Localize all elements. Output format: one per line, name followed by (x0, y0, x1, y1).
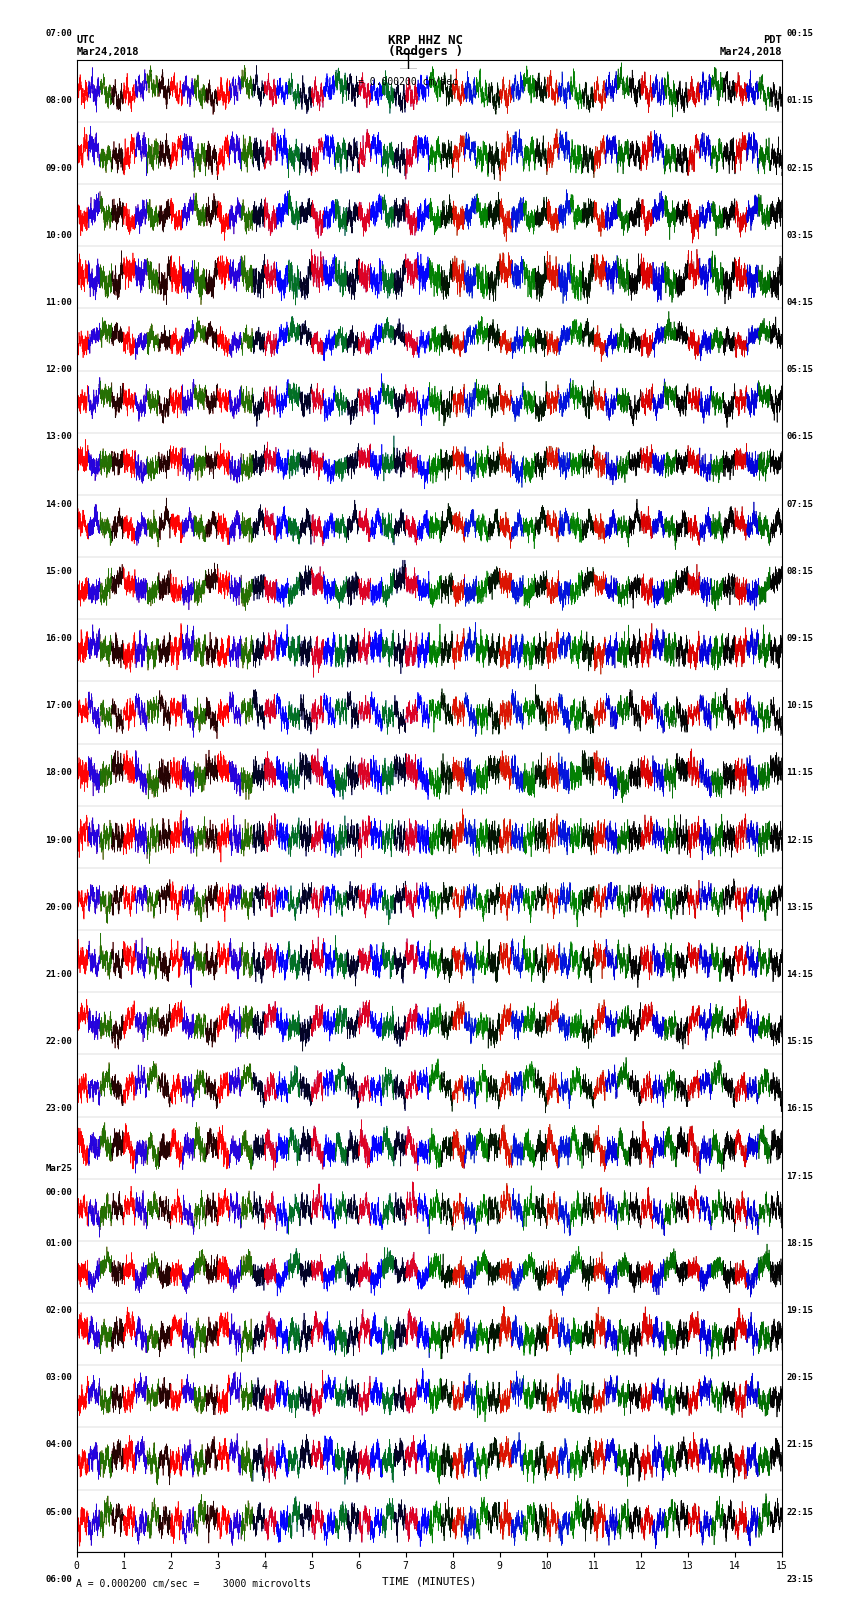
Text: 05:15: 05:15 (786, 365, 813, 374)
Text: 02:00: 02:00 (45, 1307, 72, 1315)
Text: 03:15: 03:15 (786, 231, 813, 240)
Text: (Rodgers ): (Rodgers ) (388, 45, 462, 58)
Text: 19:15: 19:15 (786, 1307, 813, 1315)
Text: 18:15: 18:15 (786, 1239, 813, 1248)
Text: 21:15: 21:15 (786, 1440, 813, 1450)
Text: 13:00: 13:00 (45, 432, 72, 442)
Text: 07:00: 07:00 (45, 29, 72, 39)
Text: 18:00: 18:00 (45, 768, 72, 777)
Text: 17:15: 17:15 (786, 1171, 813, 1181)
Text: 11:00: 11:00 (45, 298, 72, 306)
Text: 09:00: 09:00 (45, 163, 72, 173)
Text: 22:15: 22:15 (786, 1508, 813, 1516)
Text: 11:15: 11:15 (786, 768, 813, 777)
Text: 04:00: 04:00 (45, 1440, 72, 1450)
Text: 04:15: 04:15 (786, 298, 813, 306)
Text: 12:15: 12:15 (786, 836, 813, 845)
Text: 15:15: 15:15 (786, 1037, 813, 1047)
Text: 05:00: 05:00 (45, 1508, 72, 1516)
Text: 06:15: 06:15 (786, 432, 813, 442)
Text: 03:00: 03:00 (45, 1373, 72, 1382)
Text: 16:00: 16:00 (45, 634, 72, 644)
Text: 07:15: 07:15 (786, 500, 813, 508)
Text: PDT: PDT (763, 35, 782, 45)
Text: KRP HHZ NC: KRP HHZ NC (388, 34, 462, 47)
Text: 00:15: 00:15 (786, 29, 813, 39)
Text: 17:00: 17:00 (45, 702, 72, 710)
Text: 21:00: 21:00 (45, 969, 72, 979)
Text: 13:15: 13:15 (786, 903, 813, 911)
Text: Mar24,2018: Mar24,2018 (719, 47, 782, 56)
Text: 19:00: 19:00 (45, 836, 72, 845)
Text: 08:00: 08:00 (45, 97, 72, 105)
Text: 22:00: 22:00 (45, 1037, 72, 1047)
Text: 10:15: 10:15 (786, 702, 813, 710)
Text: A = 0.000200 cm/sec =    3000 microvolts: A = 0.000200 cm/sec = 3000 microvolts (76, 1579, 311, 1589)
Text: 06:00: 06:00 (45, 1574, 72, 1584)
Text: 20:00: 20:00 (45, 903, 72, 911)
Text: 15:00: 15:00 (45, 566, 72, 576)
Text: 02:15: 02:15 (786, 163, 813, 173)
Text: 20:15: 20:15 (786, 1373, 813, 1382)
Text: UTC: UTC (76, 35, 95, 45)
Text: = 0.000200 cm/sec: = 0.000200 cm/sec (358, 77, 458, 87)
Text: Mar25: Mar25 (45, 1163, 72, 1173)
Text: 01:00: 01:00 (45, 1239, 72, 1248)
Text: 23:00: 23:00 (45, 1105, 72, 1113)
Text: 16:15: 16:15 (786, 1105, 813, 1113)
Text: 10:00: 10:00 (45, 231, 72, 240)
Text: Mar24,2018: Mar24,2018 (76, 47, 139, 56)
Text: 09:15: 09:15 (786, 634, 813, 644)
Text: 00:00: 00:00 (45, 1187, 72, 1197)
Text: 08:15: 08:15 (786, 566, 813, 576)
Text: 14:15: 14:15 (786, 969, 813, 979)
Text: 14:00: 14:00 (45, 500, 72, 508)
Text: 23:15: 23:15 (786, 1574, 813, 1584)
X-axis label: TIME (MINUTES): TIME (MINUTES) (382, 1578, 477, 1587)
Text: 01:15: 01:15 (786, 97, 813, 105)
Text: 12:00: 12:00 (45, 365, 72, 374)
